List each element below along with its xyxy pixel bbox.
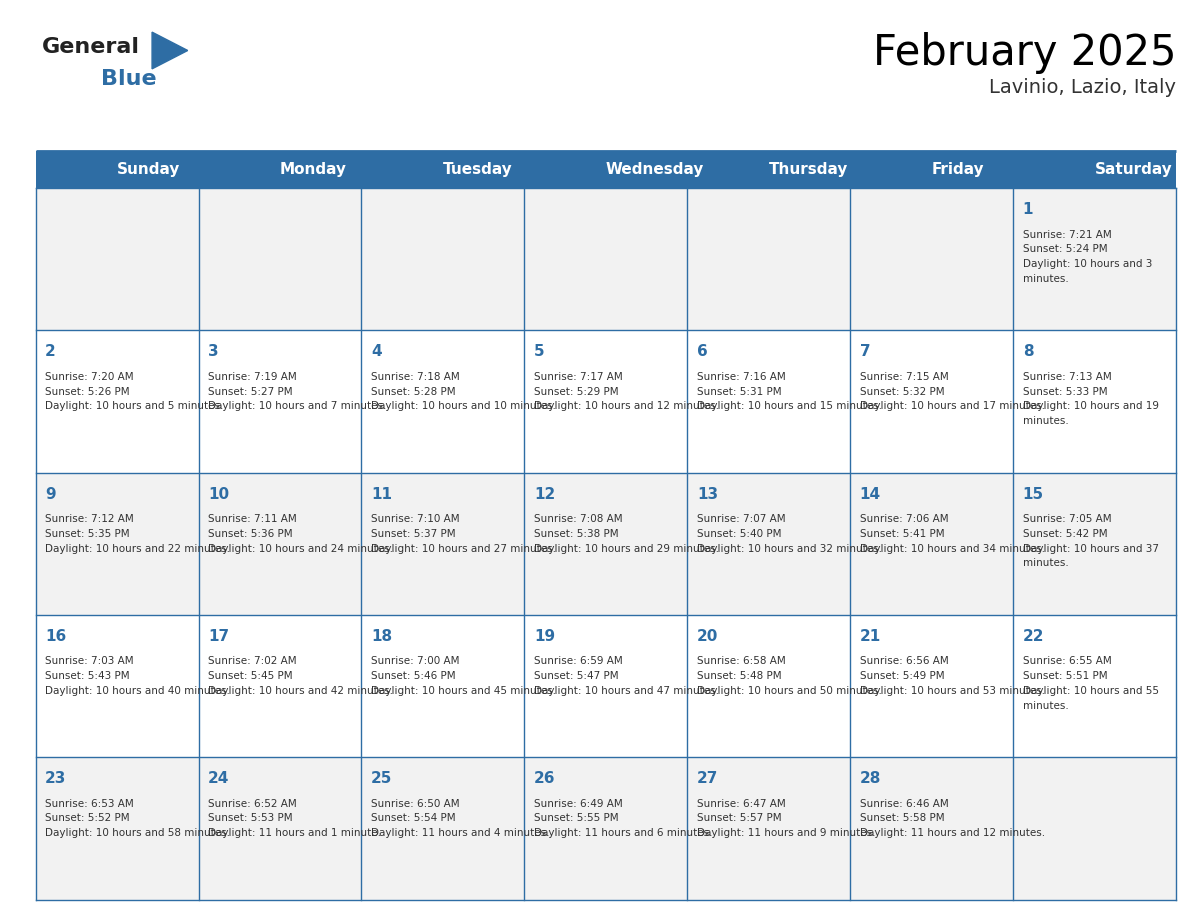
Text: 13: 13	[697, 487, 718, 501]
Text: 23: 23	[45, 771, 67, 786]
Text: 22: 22	[1023, 629, 1044, 644]
Text: Monday: Monday	[280, 162, 347, 177]
Text: 10: 10	[208, 487, 229, 501]
Polygon shape	[152, 32, 188, 69]
Text: Sunrise: 6:46 AM
Sunset: 5:58 PM
Daylight: 11 hours and 12 minutes.: Sunrise: 6:46 AM Sunset: 5:58 PM Dayligh…	[860, 799, 1045, 838]
Text: Sunrise: 6:58 AM
Sunset: 5:48 PM
Daylight: 10 hours and 50 minutes.: Sunrise: 6:58 AM Sunset: 5:48 PM Dayligh…	[697, 656, 881, 696]
Text: Sunrise: 7:21 AM
Sunset: 5:24 PM
Daylight: 10 hours and 3 minutes.: Sunrise: 7:21 AM Sunset: 5:24 PM Dayligh…	[1023, 230, 1152, 284]
Text: 25: 25	[371, 771, 392, 786]
Text: Sunrise: 7:13 AM
Sunset: 5:33 PM
Daylight: 10 hours and 19 minutes.: Sunrise: 7:13 AM Sunset: 5:33 PM Dayligh…	[1023, 372, 1158, 426]
Text: Sunrise: 6:47 AM
Sunset: 5:57 PM
Daylight: 11 hours and 9 minutes.: Sunrise: 6:47 AM Sunset: 5:57 PM Dayligh…	[697, 799, 876, 838]
Text: Sunrise: 7:11 AM
Sunset: 5:36 PM
Daylight: 10 hours and 24 minutes.: Sunrise: 7:11 AM Sunset: 5:36 PM Dayligh…	[208, 514, 393, 554]
Text: Sunrise: 7:00 AM
Sunset: 5:46 PM
Daylight: 10 hours and 45 minutes.: Sunrise: 7:00 AM Sunset: 5:46 PM Dayligh…	[371, 656, 556, 696]
Text: Sunrise: 7:10 AM
Sunset: 5:37 PM
Daylight: 10 hours and 27 minutes.: Sunrise: 7:10 AM Sunset: 5:37 PM Dayligh…	[371, 514, 556, 554]
Text: 8: 8	[1023, 344, 1034, 359]
Text: Sunrise: 7:02 AM
Sunset: 5:45 PM
Daylight: 10 hours and 42 minutes.: Sunrise: 7:02 AM Sunset: 5:45 PM Dayligh…	[208, 656, 393, 696]
Text: Sunrise: 7:19 AM
Sunset: 5:27 PM
Daylight: 10 hours and 7 minutes.: Sunrise: 7:19 AM Sunset: 5:27 PM Dayligh…	[208, 372, 386, 411]
FancyBboxPatch shape	[36, 151, 1176, 188]
Text: Sunrise: 7:16 AM
Sunset: 5:31 PM
Daylight: 10 hours and 15 minutes.: Sunrise: 7:16 AM Sunset: 5:31 PM Dayligh…	[697, 372, 881, 411]
Text: Sunrise: 6:52 AM
Sunset: 5:53 PM
Daylight: 11 hours and 1 minute.: Sunrise: 6:52 AM Sunset: 5:53 PM Dayligh…	[208, 799, 381, 838]
Text: Lavinio, Lazio, Italy: Lavinio, Lazio, Italy	[990, 78, 1176, 97]
Text: 7: 7	[860, 344, 871, 359]
Text: Sunrise: 7:05 AM
Sunset: 5:42 PM
Daylight: 10 hours and 37 minutes.: Sunrise: 7:05 AM Sunset: 5:42 PM Dayligh…	[1023, 514, 1158, 568]
Text: 21: 21	[860, 629, 881, 644]
Text: Sunrise: 6:50 AM
Sunset: 5:54 PM
Daylight: 11 hours and 4 minutes.: Sunrise: 6:50 AM Sunset: 5:54 PM Dayligh…	[371, 799, 550, 838]
FancyBboxPatch shape	[36, 330, 1176, 473]
Text: 6: 6	[697, 344, 708, 359]
FancyBboxPatch shape	[36, 757, 1176, 900]
Text: 26: 26	[533, 771, 556, 786]
Text: 18: 18	[371, 629, 392, 644]
Text: Sunrise: 7:06 AM
Sunset: 5:41 PM
Daylight: 10 hours and 34 minutes.: Sunrise: 7:06 AM Sunset: 5:41 PM Dayligh…	[860, 514, 1044, 554]
Text: 14: 14	[860, 487, 880, 501]
Text: 12: 12	[533, 487, 555, 501]
Text: Sunrise: 7:15 AM
Sunset: 5:32 PM
Daylight: 10 hours and 17 minutes.: Sunrise: 7:15 AM Sunset: 5:32 PM Dayligh…	[860, 372, 1044, 411]
Text: 28: 28	[860, 771, 881, 786]
Text: Sunrise: 7:07 AM
Sunset: 5:40 PM
Daylight: 10 hours and 32 minutes.: Sunrise: 7:07 AM Sunset: 5:40 PM Dayligh…	[697, 514, 881, 554]
Text: Sunday: Sunday	[118, 162, 181, 177]
Text: 9: 9	[45, 487, 56, 501]
Text: Sunrise: 7:18 AM
Sunset: 5:28 PM
Daylight: 10 hours and 10 minutes.: Sunrise: 7:18 AM Sunset: 5:28 PM Dayligh…	[371, 372, 556, 411]
Text: Wednesday: Wednesday	[606, 162, 704, 177]
Text: February 2025: February 2025	[873, 32, 1176, 74]
Text: Sunrise: 7:03 AM
Sunset: 5:43 PM
Daylight: 10 hours and 40 minutes.: Sunrise: 7:03 AM Sunset: 5:43 PM Dayligh…	[45, 656, 230, 696]
Text: 16: 16	[45, 629, 67, 644]
Text: Sunrise: 7:17 AM
Sunset: 5:29 PM
Daylight: 10 hours and 12 minutes.: Sunrise: 7:17 AM Sunset: 5:29 PM Dayligh…	[533, 372, 719, 411]
Text: Sunrise: 7:08 AM
Sunset: 5:38 PM
Daylight: 10 hours and 29 minutes.: Sunrise: 7:08 AM Sunset: 5:38 PM Dayligh…	[533, 514, 719, 554]
Text: 27: 27	[697, 771, 719, 786]
Text: Sunrise: 6:55 AM
Sunset: 5:51 PM
Daylight: 10 hours and 55 minutes.: Sunrise: 6:55 AM Sunset: 5:51 PM Dayligh…	[1023, 656, 1158, 711]
Text: Sunrise: 7:20 AM
Sunset: 5:26 PM
Daylight: 10 hours and 5 minutes.: Sunrise: 7:20 AM Sunset: 5:26 PM Dayligh…	[45, 372, 223, 411]
Text: Thursday: Thursday	[769, 162, 848, 177]
Text: Sunrise: 7:12 AM
Sunset: 5:35 PM
Daylight: 10 hours and 22 minutes.: Sunrise: 7:12 AM Sunset: 5:35 PM Dayligh…	[45, 514, 230, 554]
Text: Friday: Friday	[931, 162, 985, 177]
FancyBboxPatch shape	[36, 188, 1176, 330]
FancyBboxPatch shape	[36, 473, 1176, 615]
Text: General: General	[42, 37, 139, 57]
Text: Tuesday: Tuesday	[443, 162, 513, 177]
Text: 5: 5	[533, 344, 544, 359]
Text: 11: 11	[371, 487, 392, 501]
Text: 17: 17	[208, 629, 229, 644]
FancyBboxPatch shape	[36, 615, 1176, 757]
Text: Saturday: Saturday	[1094, 162, 1173, 177]
Text: Blue: Blue	[101, 69, 157, 89]
Text: 15: 15	[1023, 487, 1044, 501]
Text: Sunrise: 6:49 AM
Sunset: 5:55 PM
Daylight: 11 hours and 6 minutes.: Sunrise: 6:49 AM Sunset: 5:55 PM Dayligh…	[533, 799, 713, 838]
Text: Sunrise: 6:59 AM
Sunset: 5:47 PM
Daylight: 10 hours and 47 minutes.: Sunrise: 6:59 AM Sunset: 5:47 PM Dayligh…	[533, 656, 719, 696]
Text: 3: 3	[208, 344, 219, 359]
Text: Sunrise: 6:53 AM
Sunset: 5:52 PM
Daylight: 10 hours and 58 minutes.: Sunrise: 6:53 AM Sunset: 5:52 PM Dayligh…	[45, 799, 230, 838]
Text: 20: 20	[697, 629, 719, 644]
Text: 2: 2	[45, 344, 56, 359]
Text: 4: 4	[371, 344, 381, 359]
Text: 24: 24	[208, 771, 229, 786]
Text: 1: 1	[1023, 202, 1034, 217]
Text: Sunrise: 6:56 AM
Sunset: 5:49 PM
Daylight: 10 hours and 53 minutes.: Sunrise: 6:56 AM Sunset: 5:49 PM Dayligh…	[860, 656, 1044, 696]
Text: 19: 19	[533, 629, 555, 644]
